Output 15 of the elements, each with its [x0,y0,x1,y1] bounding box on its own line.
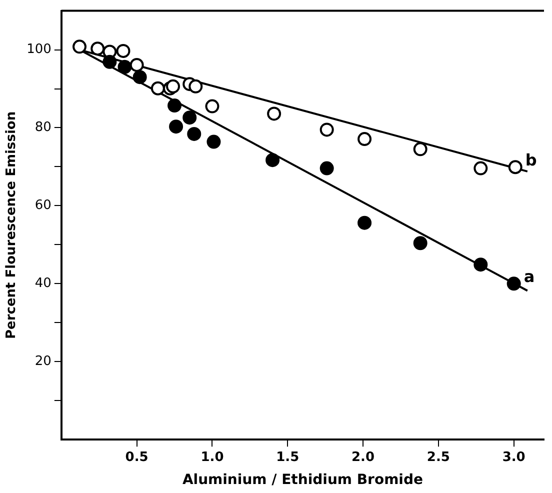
y-axis-title: Percent Flourescence Emission [4,111,20,339]
y-tick-label: 60 [34,198,52,214]
series-label: b [525,150,537,170]
y-tick-label: 80 [34,120,52,136]
x-tick-label: 2.0 [352,450,375,465]
x-tick-label: 1.5 [276,450,300,465]
y-tick-label: 100 [26,42,52,58]
y-tick-label: 20 [34,354,52,370]
x-tick-label: 1.0 [200,450,224,465]
x-axis-title: Aluminium / Ethidium Bromide [182,472,423,488]
x-tick-label: 3.0 [502,450,526,465]
y-tick-label: 40 [34,276,52,292]
x-tick-label: 0.5 [125,450,148,465]
x-tick-label: 2.5 [426,450,450,465]
series-label: a [524,266,535,286]
